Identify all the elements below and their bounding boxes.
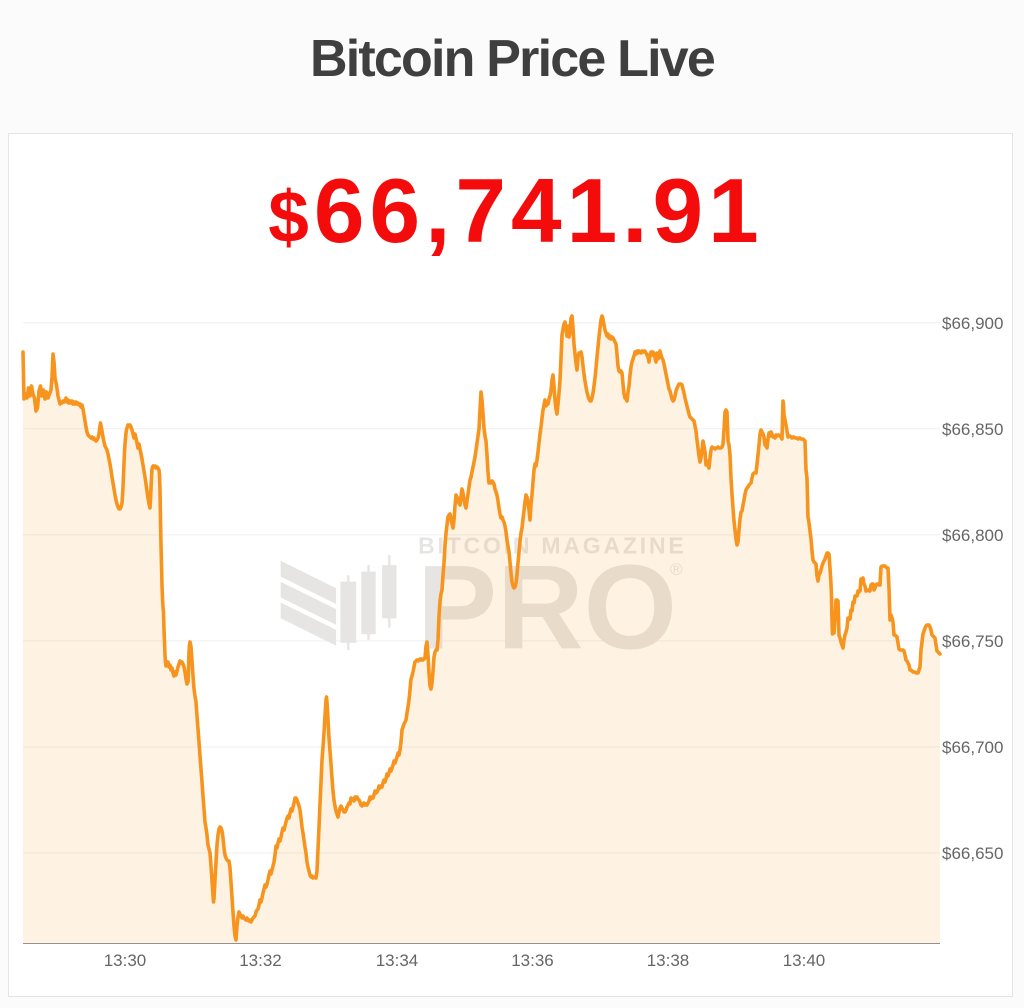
svg-text:$66,750: $66,750	[942, 632, 1003, 651]
svg-text:BITCOIN MAGAZINE: BITCOIN MAGAZINE	[418, 533, 686, 559]
svg-text:$66,700: $66,700	[942, 738, 1003, 757]
svg-text:13:34: 13:34	[376, 951, 419, 970]
svg-text:PRO: PRO	[417, 540, 677, 674]
svg-text:13:36: 13:36	[511, 951, 554, 970]
svg-text:®: ®	[670, 560, 683, 579]
svg-text:$66,850: $66,850	[942, 420, 1003, 439]
svg-text:13:38: 13:38	[647, 951, 690, 970]
svg-text:13:30: 13:30	[104, 951, 147, 970]
svg-text:$66,900: $66,900	[942, 314, 1003, 333]
svg-text:13:32: 13:32	[239, 951, 282, 970]
svg-text:$66,800: $66,800	[942, 526, 1003, 545]
svg-text:$66,650: $66,650	[942, 844, 1003, 863]
svg-text:13:40: 13:40	[783, 951, 826, 970]
